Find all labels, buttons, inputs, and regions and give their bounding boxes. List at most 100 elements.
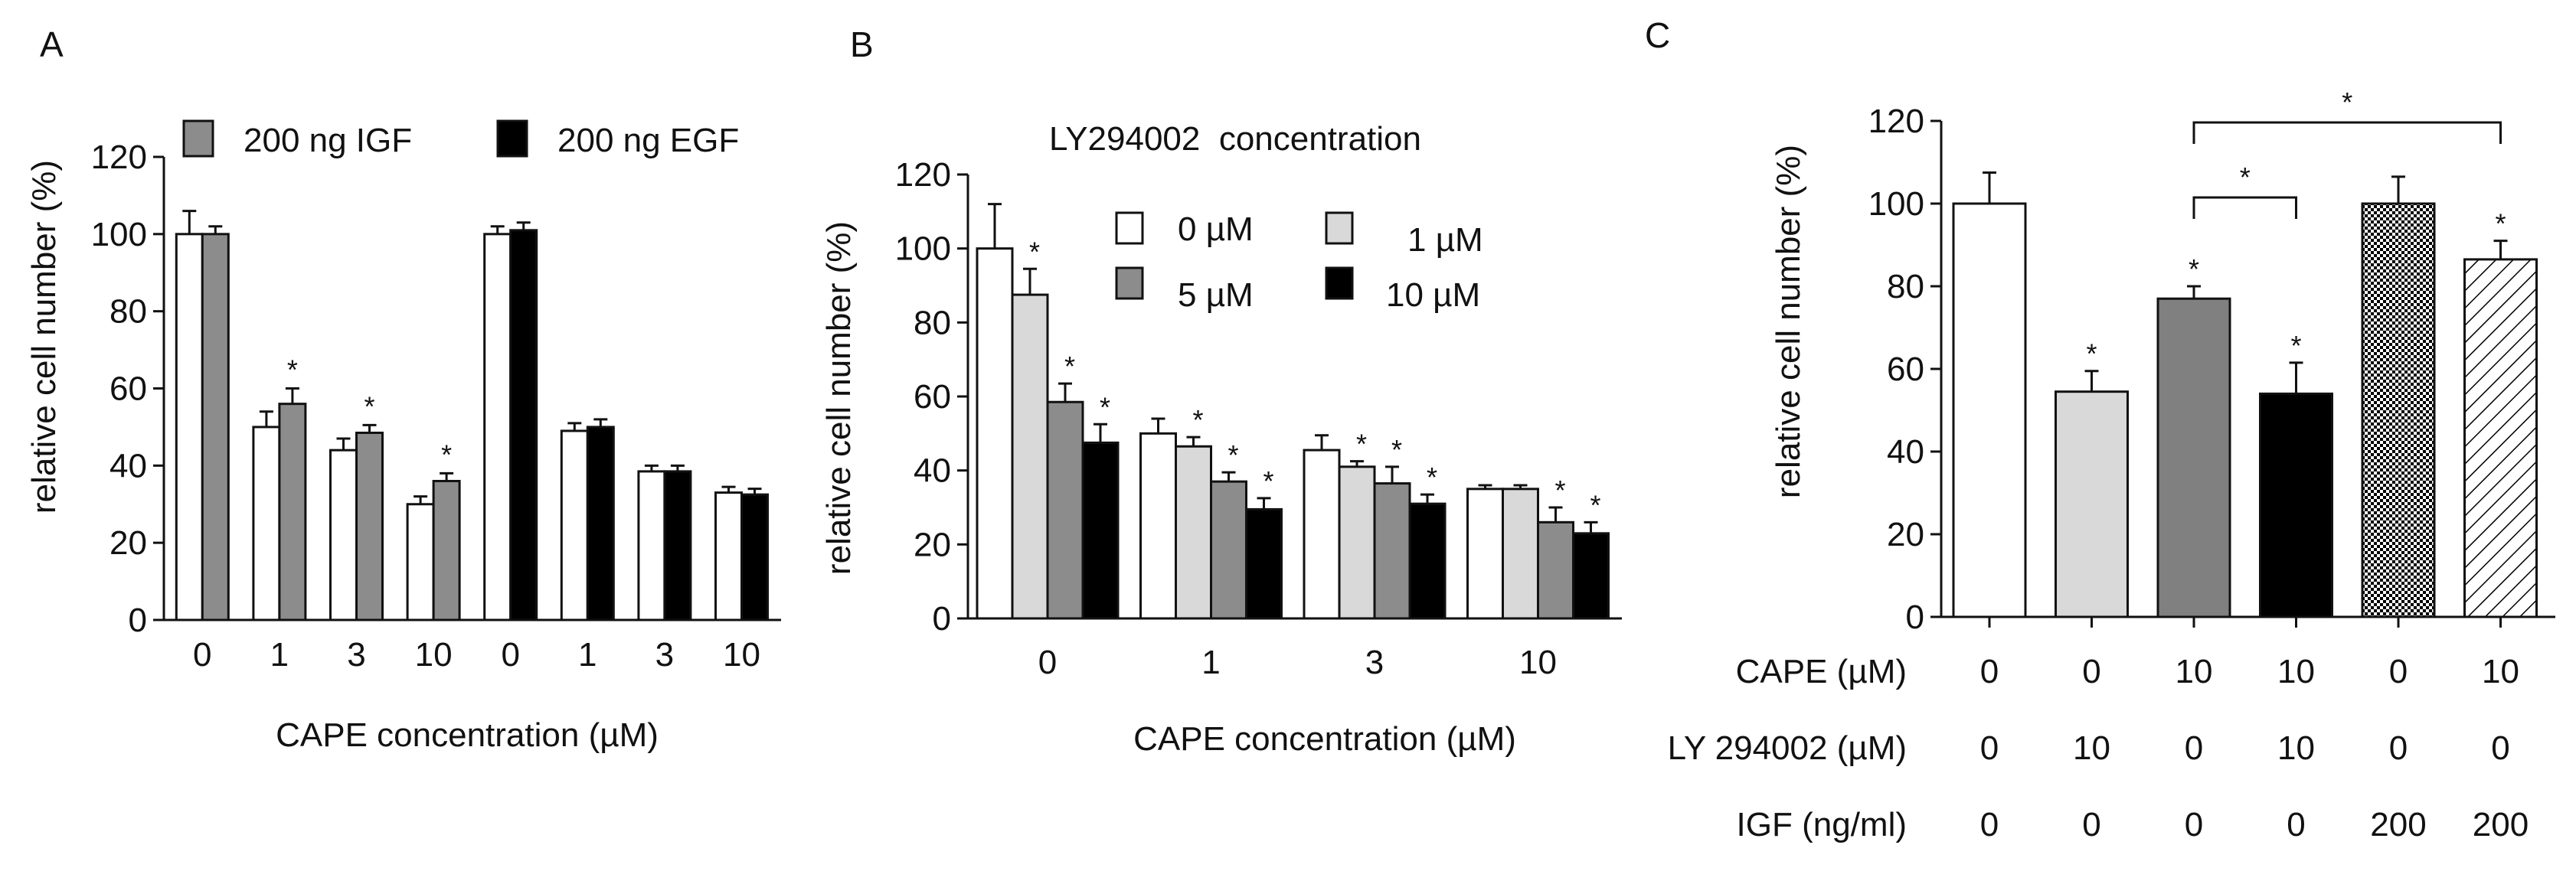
- panel-b-legend-10um-swatch: [1325, 266, 1354, 300]
- panel-b-y-tick-label: 20: [914, 526, 951, 563]
- panel-b-significance-star: *: [1391, 434, 1402, 465]
- panel-b-significance-star: *: [1263, 465, 1273, 497]
- panel-c-condition-value: 200: [2370, 806, 2426, 843]
- panel-c-bar: [2259, 392, 2333, 618]
- panel-c-significance-star: *: [2086, 338, 2097, 370]
- panel-b-bar: [1408, 502, 1447, 620]
- panel-a-bar-control: [406, 503, 435, 621]
- panel-c-bracket-star: *: [2240, 161, 2251, 193]
- panel-c-significance-star: *: [2495, 208, 2506, 240]
- panel-c-condition-value: 10: [2073, 729, 2110, 767]
- panel-c-y-tick-label: 20: [1887, 516, 1924, 553]
- panel-a-y-tick-label: 0: [129, 602, 147, 639]
- panel-c-condition-value: 0: [2185, 806, 2203, 843]
- panel-a-legend-egf-swatch: [496, 119, 528, 158]
- panel-a-legend-igf-label: 200 ng IGF: [244, 122, 412, 159]
- panel-b-legend-0um-swatch: [1115, 211, 1144, 245]
- panel-c-y-tick-label: 120: [1868, 103, 1924, 140]
- panel-b-y-tick-label: 80: [914, 304, 951, 341]
- panel-c-condition-value: 0: [2389, 653, 2408, 690]
- panel-c-condition-row-label: LY 294002 (µM): [1668, 729, 1907, 767]
- panel-b-title: LY294002 concentration: [1049, 120, 1421, 158]
- panel-c-significance-bracket: [2192, 121, 2502, 144]
- panel-c-significance-star: *: [2290, 330, 2301, 361]
- panel-a-y-tick-label: 100: [91, 216, 147, 253]
- panel-b-bar: [1373, 482, 1411, 620]
- panel-a-bar-control: [252, 426, 281, 621]
- panel-a-bar-control: [714, 491, 743, 621]
- panel-b-significance-star: *: [1192, 404, 1203, 436]
- panel-c-significance-star: *: [2189, 253, 2199, 285]
- panel-c-condition-value: 10: [2277, 729, 2315, 767]
- panel-a-bar-treated: [201, 233, 230, 621]
- panel-c-condition-value: 0: [2491, 729, 2509, 767]
- panel-a-bar-treated: [740, 493, 769, 621]
- panel-c-letter: C: [1645, 15, 1670, 55]
- panel-b-legend-5um-label: 5 µM: [1178, 276, 1254, 314]
- panel-c-condition-value: 0: [2287, 806, 2305, 843]
- panel-b-bar: [1502, 488, 1539, 620]
- panel-a-x-tick-label: 10: [723, 636, 760, 674]
- panel-b-x-tick-label: 3: [1365, 644, 1384, 681]
- panel-a-bar-control: [560, 429, 589, 621]
- panel-c-y-tick-label: 100: [1868, 185, 1924, 223]
- panel-b-letter: B: [850, 24, 874, 64]
- panel-b-bar: [1011, 293, 1049, 620]
- panel-b-x-axis-title: CAPE concentration (µM): [1133, 720, 1516, 758]
- panel-a-y-tick-label: 40: [110, 447, 147, 484]
- panel-a-bar-treated: [355, 431, 384, 621]
- panel-b-legend-1um-label: 1 µM: [1407, 221, 1483, 259]
- panel-c-condition-row-label: IGF (ng/ml): [1737, 806, 1907, 843]
- panel-c-bar: [2055, 390, 2129, 618]
- panel-b-significance-star: *: [1029, 236, 1040, 267]
- panel-a-x-tick-label: 1: [270, 636, 289, 674]
- panel-c-condition-value: 200: [2473, 806, 2529, 843]
- panel-a-legend-igf-swatch: [182, 119, 214, 158]
- panel-b-bar: [1537, 520, 1574, 620]
- panel-b-legend-5um-swatch: [1115, 266, 1144, 300]
- panel-b-bar: [1210, 480, 1247, 620]
- panel-c: relative cell number (%) 020406080100120…: [1668, 86, 2555, 843]
- panel-c-bar: [2361, 202, 2436, 618]
- panel-b-x-tick-label: 0: [1038, 644, 1057, 681]
- panel-b-bar: [976, 247, 1014, 620]
- panel-b-legend: 0 µM 1 µM 5 µM 10 µM: [1115, 210, 1483, 314]
- panel-a-x-tick-label: 1: [578, 636, 597, 674]
- panel-a-legend-egf-label: 200 ng EGF: [557, 122, 739, 159]
- panel-a-letter: A: [40, 24, 64, 64]
- panel-a-y-tick-label: 20: [110, 524, 147, 562]
- panel-a-x-tick-label: 0: [193, 636, 211, 674]
- panel-a-significance-star: *: [441, 439, 452, 470]
- panel-c-condition-value: 0: [1980, 806, 1999, 843]
- panel-b-y-tick-label: 0: [933, 600, 951, 638]
- panel-b-y-tick-label: 60: [914, 378, 951, 416]
- panel-b-y-tick-label: 120: [895, 156, 951, 194]
- panel-c-condition-value: 0: [1980, 729, 1999, 767]
- panel-b-bar: [1245, 507, 1283, 620]
- panel-b-bar: [1139, 432, 1177, 620]
- panel-a-x-tick-label: 3: [655, 636, 674, 674]
- panel-b-bar: [1572, 532, 1610, 620]
- panel-c-bar: [2156, 297, 2231, 618]
- panel-a-bar-treated: [509, 229, 538, 621]
- panel-a-legend: 200 ng IGF 200 ng EGF: [182, 119, 739, 159]
- panel-c-condition-value: 0: [2082, 653, 2100, 690]
- panel-a-bar-treated: [663, 470, 692, 621]
- panel-b-legend-0um-label: 0 µM: [1178, 210, 1254, 248]
- panel-c-condition-row-label: CAPE (µM): [1736, 653, 1907, 690]
- panel-a-bar-treated: [278, 403, 307, 621]
- panel-c-condition-value: 0: [2389, 729, 2408, 767]
- panel-c-bar: [1952, 202, 2027, 618]
- panel-b-legend-1um-swatch: [1325, 211, 1354, 245]
- panel-c-condition-value: 10: [2277, 653, 2315, 690]
- panel-b-bar: [1081, 441, 1120, 620]
- panel-c-condition-value: 10: [2176, 653, 2213, 690]
- panel-a-x-tick-label: 3: [347, 636, 365, 674]
- panel-a-bar-treated: [586, 426, 615, 621]
- panel-c-condition-value: 0: [1980, 653, 1999, 690]
- panel-c-y-tick-label: 0: [1906, 599, 1924, 636]
- panel-c-condition-value: 0: [2185, 729, 2203, 767]
- panel-b-bar: [1046, 400, 1084, 620]
- panel-b-significance-star: *: [1554, 475, 1565, 506]
